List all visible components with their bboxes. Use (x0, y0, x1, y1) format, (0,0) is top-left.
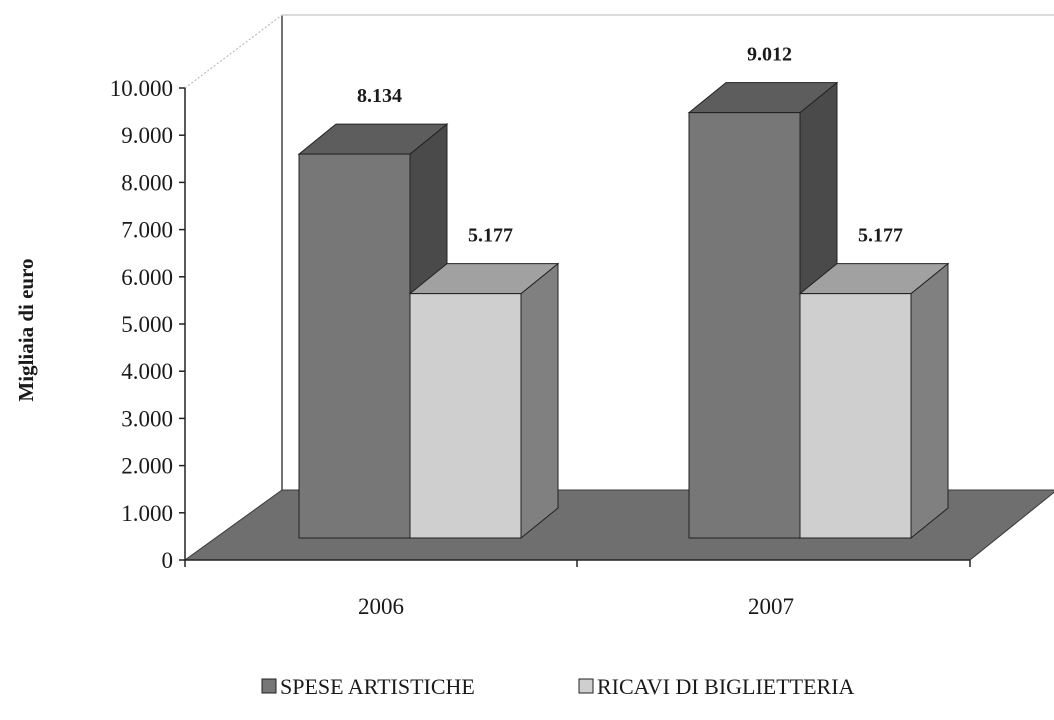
bars-group (297, 81, 950, 540)
axes-group (179, 87, 971, 567)
y-tick-label: 3.000 (121, 406, 173, 431)
data-label: 5.177 (858, 225, 903, 247)
y-tick-label: 0 (162, 548, 174, 573)
x-tick-label: 2007 (748, 594, 794, 619)
y-tick-label: 7.000 (121, 218, 173, 243)
legend: SPESE ARTISTICHE RICAVI DI BIGLIETTERIA (261, 674, 855, 699)
y-tick-label: 6.000 (121, 265, 173, 290)
y-tick-label: 5.000 (121, 312, 173, 337)
data-label: 8.134 (357, 85, 402, 107)
x-tick-label: 2006 (358, 594, 404, 619)
bar-front-face (799, 293, 912, 539)
bar-front-face (688, 112, 801, 539)
y-tick-label: 2.000 (121, 454, 173, 479)
y-tick-label: 9.000 (121, 123, 173, 148)
y-axis-label: Migliaia di euro (14, 258, 38, 401)
legend-swatch (261, 678, 277, 694)
bar-2007-series-2 (798, 262, 950, 540)
y-tick-label: 8.000 (121, 170, 173, 195)
bar-front-face (409, 293, 522, 539)
side-wall-top-edge (184, 14, 283, 89)
bar-front-face (298, 153, 411, 539)
labels-group: 8.134 5.177 9.012 5.177 0 1.000 2.000 3.000 4.00… (110, 44, 903, 619)
legend-item: SPESE ARTISTICHE (261, 674, 475, 699)
data-label: 5.177 (468, 225, 513, 247)
bar-side-face (520, 262, 559, 540)
legend-item: RICAVI DI BIGLIETTERIA (578, 674, 855, 699)
y-tick-label: 1.000 (121, 501, 173, 526)
legend-swatch (578, 678, 594, 694)
y-tick-label: 10.000 (110, 76, 173, 101)
bar-side-face (910, 262, 949, 540)
bar-2006-series-2 (408, 262, 560, 540)
legend-label: RICAVI DI BIGLIETTERIA (597, 674, 855, 699)
bar-2007-series-1 (687, 81, 839, 540)
data-label: 9.012 (747, 44, 792, 66)
legend-label: SPESE ARTISTICHE (280, 674, 475, 699)
y-tick-label: 4.000 (121, 359, 173, 384)
